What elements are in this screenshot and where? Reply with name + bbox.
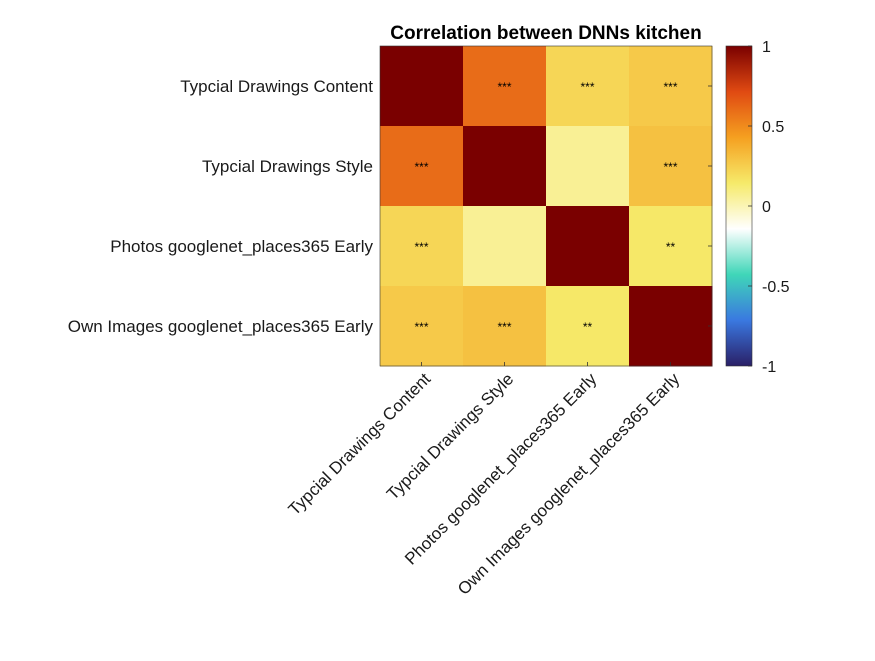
heatmap-cell-3-2 <box>546 286 630 367</box>
significance-label-3-1: *** <box>497 320 511 334</box>
colorbar-tick-label-3: -0.5 <box>762 279 790 296</box>
significance-label-2-0: *** <box>414 240 428 254</box>
significance-label-1-3: *** <box>663 160 677 174</box>
significance-label-0-2: *** <box>580 80 594 94</box>
chart-title: Correlation between DNNs kitchen <box>390 23 701 44</box>
plot-border <box>379 45 713 367</box>
column-label-0: Typcial Drawings Content <box>285 369 435 519</box>
heatmap-cell-3-3 <box>629 286 713 367</box>
significance-labels: *** *** ****** ****** ***** *** ** <box>414 80 677 334</box>
colorbar: 1 0.5 0 -0.5 -1 <box>725 39 790 376</box>
heatmap-cell-1-1 <box>463 126 547 207</box>
heatmap-cell-1-2 <box>546 126 630 207</box>
heatmap-cell-3-0 <box>380 286 464 367</box>
heatmap-cell-1-0 <box>380 126 464 207</box>
row-labels: Typcial Drawings Content Typcial Drawings… <box>68 77 374 336</box>
heatmap-cell-2-2 <box>546 206 630 287</box>
colorbar-tick-label-2: 0 <box>762 199 771 216</box>
heatmap-cell-0-3 <box>629 46 713 127</box>
colorbar-tick-label-1: 0.5 <box>762 119 784 136</box>
significance-label-0-3: *** <box>663 80 677 94</box>
significance-label-3-2: ** <box>583 320 593 334</box>
heatmap-cell-1-3 <box>629 126 713 207</box>
colorbar-tick-label-0: 1 <box>762 39 771 56</box>
axis-frame <box>379 45 713 367</box>
heatmap-cell-2-3 <box>629 206 713 287</box>
heatmap-cell-0-2 <box>546 46 630 127</box>
row-label-1: Typcial Drawings Style <box>202 157 373 176</box>
row-label-0: Typcial Drawings Content <box>180 77 373 96</box>
significance-label-0-1: *** <box>497 80 511 94</box>
significance-label-2-3: ** <box>666 240 676 254</box>
row-label-3: Own Images googlenet_places365 Early <box>68 317 374 336</box>
heatmap-cells <box>380 46 713 367</box>
colorbar-tick-label-4: -1 <box>762 359 776 376</box>
heatmap-cell-0-1 <box>463 46 547 127</box>
heatmap-cell-0-0 <box>380 46 464 127</box>
significance-label-3-0: *** <box>414 320 428 334</box>
row-label-2: Photos googlenet_places365 Early <box>110 237 373 256</box>
significance-label-1-0: *** <box>414 160 428 174</box>
heatmap-cell-3-1 <box>463 286 547 367</box>
heatmap-cell-2-1 <box>463 206 547 287</box>
colorbar-gradient <box>725 45 753 367</box>
heatmap-cell-2-0 <box>380 206 464 287</box>
